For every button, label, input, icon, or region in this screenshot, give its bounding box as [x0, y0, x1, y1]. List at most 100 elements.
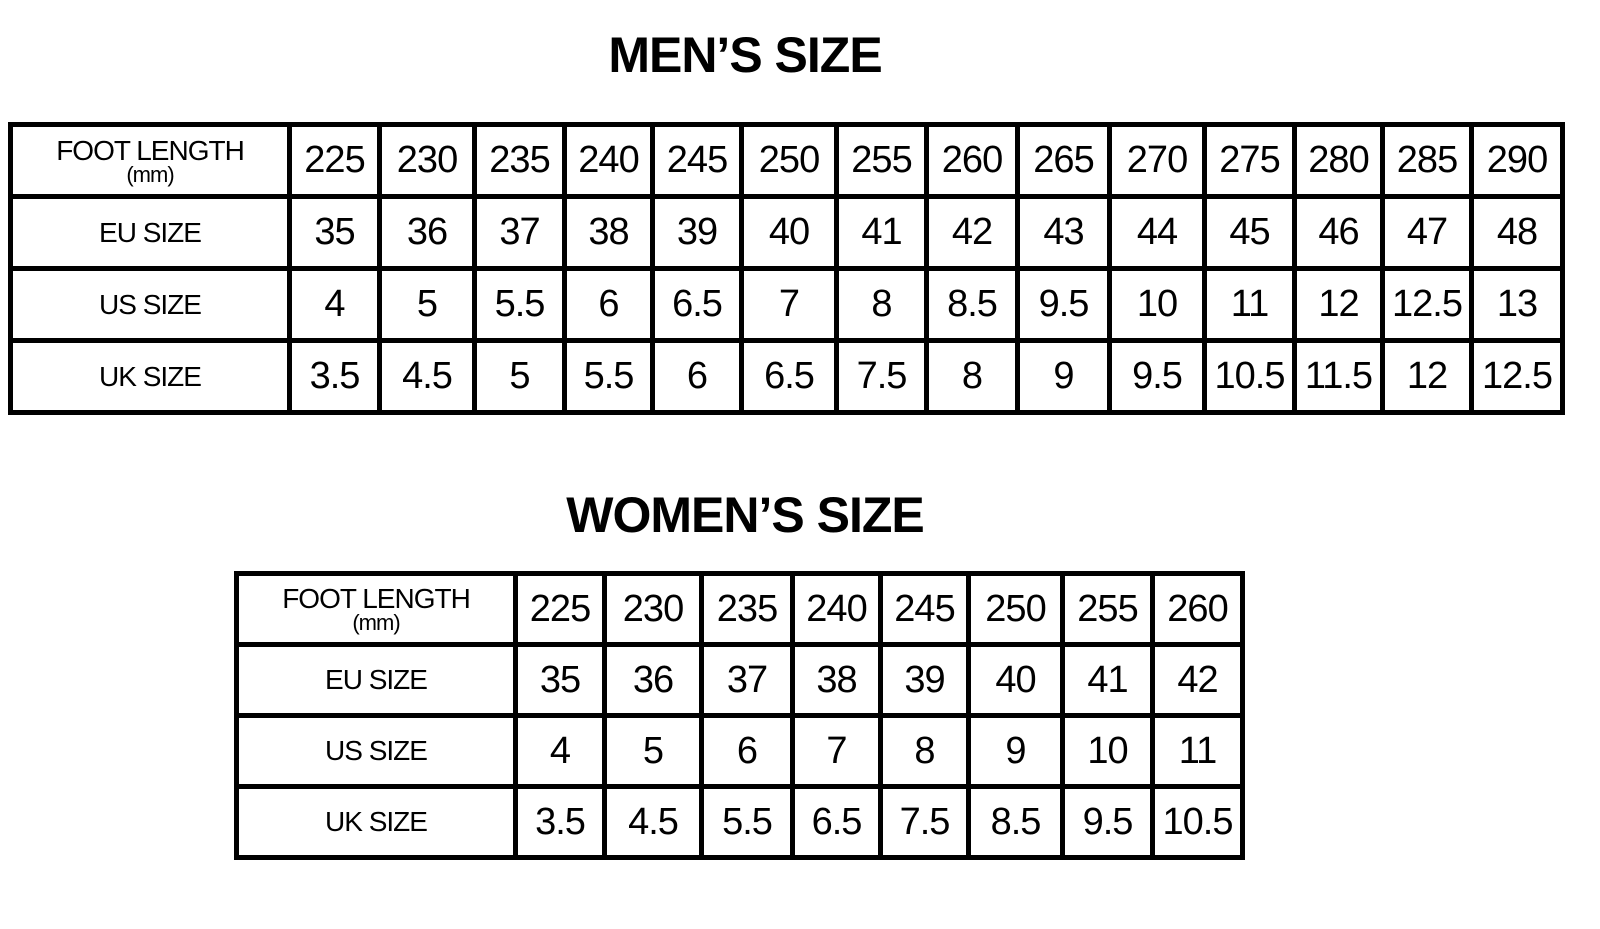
- size-cell: 41: [1060, 642, 1155, 718]
- size-cell: 12.5: [1469, 338, 1565, 415]
- size-cell: 250: [739, 122, 839, 199]
- row-label-unit: (mm): [126, 161, 174, 187]
- size-cell: 230: [602, 571, 704, 647]
- table-row: UK SIZE 3.5 4.5 5 5.5 6 6.5 7.5 8 9 9.5 10.5 11.5 12 1…: [8, 338, 1565, 415]
- size-cell: 280: [1292, 122, 1385, 199]
- size-cell: 11: [1202, 266, 1297, 343]
- size-cell: 7: [790, 713, 883, 789]
- size-cell: 37: [472, 194, 567, 271]
- size-cell: 6.5: [790, 784, 883, 860]
- size-cell: 230: [377, 122, 477, 199]
- size-cell: 7: [739, 266, 839, 343]
- row-label-text: FOOT LENGTH: [56, 134, 245, 166]
- size-cell: 5: [377, 266, 477, 343]
- row-label: US SIZE: [8, 266, 292, 343]
- size-cell: 48: [1469, 194, 1565, 271]
- row-label-text: UK SIZE: [99, 360, 202, 392]
- size-cell: 8: [834, 266, 929, 343]
- row-label: EU SIZE: [234, 642, 518, 718]
- mens-size-table: FOOT LENGTH (mm) 225 230 235 240 245 250 255 260 2…: [8, 122, 1565, 415]
- size-cell: 255: [834, 122, 929, 199]
- size-cell: 8: [878, 713, 971, 789]
- table-row: US SIZE 4 5 5.5 6 6.5 7 8 8.5 9.5 10 11 12 12.5 13: [8, 266, 1565, 343]
- mens-size-title: MEN’S SIZE: [608, 27, 882, 83]
- size-cell: 4: [513, 713, 607, 789]
- size-cell: 240: [562, 122, 655, 199]
- row-label-text: FOOT LENGTH: [282, 583, 471, 614]
- size-cell: 46: [1292, 194, 1385, 271]
- size-cell: 45: [1202, 194, 1297, 271]
- size-cell: 11: [1150, 713, 1245, 789]
- table-row: EU SIZE 35 36 37 38 39 40 41 42 43 44 45 46 47 48: [8, 194, 1565, 271]
- size-cell: 12: [1380, 338, 1474, 415]
- size-cell: 44: [1107, 194, 1207, 271]
- size-cell: 47: [1380, 194, 1474, 271]
- size-cell: 4.5: [602, 784, 704, 860]
- size-cell: 9: [966, 713, 1065, 789]
- size-cell: 12: [1292, 266, 1385, 343]
- size-cell: 270: [1107, 122, 1207, 199]
- row-label-text: EU SIZE: [99, 216, 202, 248]
- size-cell: 11.5: [1292, 338, 1385, 415]
- size-cell: 260: [924, 122, 1020, 199]
- size-cell: 8: [924, 338, 1020, 415]
- row-label: UK SIZE: [234, 784, 518, 860]
- row-label-unit: (mm): [352, 610, 400, 635]
- size-cell: 40: [739, 194, 839, 271]
- table-row: US SIZE 4 5 6 7 8 9 10 11: [234, 713, 1245, 789]
- size-cell: 10.5: [1202, 338, 1297, 415]
- size-cell: 250: [966, 571, 1065, 647]
- size-cell: 5: [602, 713, 704, 789]
- size-cell: 6: [699, 713, 795, 789]
- size-cell: 235: [699, 571, 795, 647]
- size-cell: 10.5: [1150, 784, 1245, 860]
- size-cell: 6.5: [650, 266, 744, 343]
- size-cell: 290: [1469, 122, 1565, 199]
- size-cell: 4: [287, 266, 382, 343]
- size-cell: 39: [878, 642, 971, 718]
- size-cell: 6: [562, 266, 655, 343]
- row-label: US SIZE: [234, 713, 518, 789]
- size-cell: 285: [1380, 122, 1474, 199]
- size-cell: 39: [650, 194, 744, 271]
- table-row: EU SIZE 35 36 37 38 39 40 41 42: [234, 642, 1245, 718]
- size-cell: 260: [1150, 571, 1245, 647]
- size-cell: 9.5: [1015, 266, 1112, 343]
- size-cell: 13: [1469, 266, 1565, 343]
- size-cell: 41: [834, 194, 929, 271]
- size-cell: 225: [513, 571, 607, 647]
- size-cell: 225: [287, 122, 382, 199]
- size-cell: 43: [1015, 194, 1112, 271]
- table-row: FOOT LENGTH (mm) 225 230 235 240 245 250 255 260 2…: [8, 122, 1565, 199]
- size-cell: 3.5: [513, 784, 607, 860]
- size-cell: 12.5: [1380, 266, 1474, 343]
- size-cell: 36: [602, 642, 704, 718]
- size-cell: 7.5: [878, 784, 971, 860]
- size-cell: 38: [790, 642, 883, 718]
- size-cell: 5.5: [472, 266, 567, 343]
- table-row: FOOT LENGTH (mm) 225 230 235 240 245 250 255 260: [234, 571, 1245, 647]
- size-cell: 5: [472, 338, 567, 415]
- row-label-text: US SIZE: [325, 735, 428, 766]
- row-label-text: UK SIZE: [325, 806, 428, 837]
- size-cell: 36: [377, 194, 477, 271]
- size-cell: 4.5: [377, 338, 477, 415]
- row-label: FOOT LENGTH (mm): [8, 122, 292, 199]
- size-cell: 245: [650, 122, 744, 199]
- row-label: EU SIZE: [8, 194, 292, 271]
- size-cell: 10: [1107, 266, 1207, 343]
- size-cell: 245: [878, 571, 971, 647]
- womens-size-table: FOOT LENGTH (mm) 225 230 235 240 245 250 255 260 E…: [234, 571, 1245, 860]
- size-cell: 9.5: [1060, 784, 1155, 860]
- size-cell: 3.5: [287, 338, 382, 415]
- size-cell: 37: [699, 642, 795, 718]
- size-cell: 42: [924, 194, 1020, 271]
- size-cell: 35: [513, 642, 607, 718]
- size-cell: 42: [1150, 642, 1245, 718]
- row-label-text: US SIZE: [99, 288, 202, 320]
- size-cell: 275: [1202, 122, 1297, 199]
- size-cell: 5.5: [562, 338, 655, 415]
- womens-size-title: WOMEN’S SIZE: [566, 487, 924, 543]
- size-cell: 235: [472, 122, 567, 199]
- size-cell: 8.5: [966, 784, 1065, 860]
